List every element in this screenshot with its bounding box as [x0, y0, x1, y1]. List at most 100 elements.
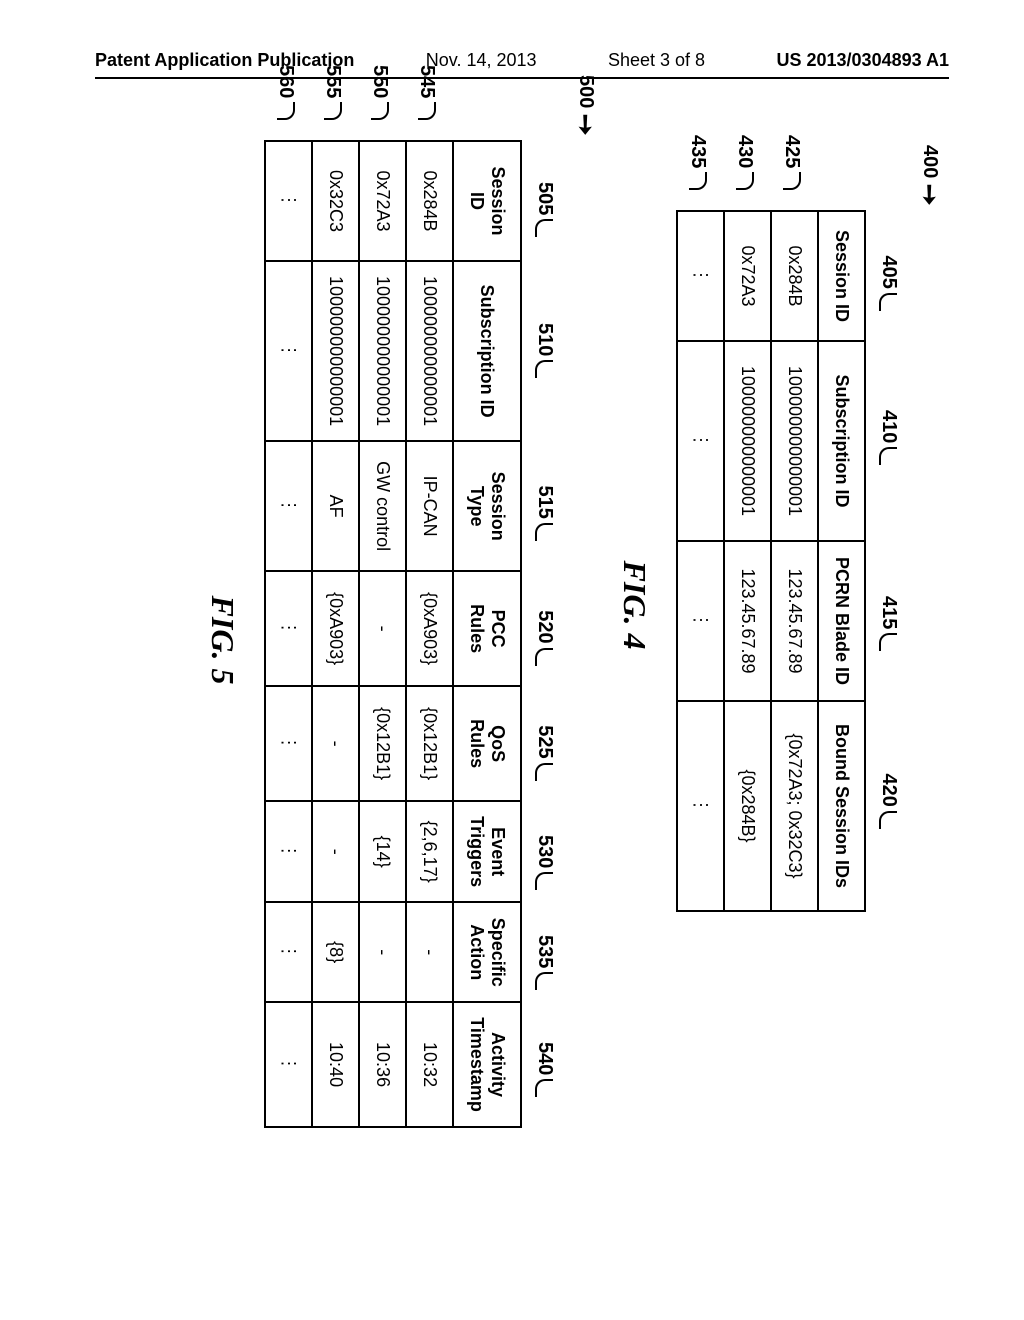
table-header: EventTriggers [453, 801, 521, 902]
leader-curve-icon [535, 872, 553, 890]
leader-curve-icon [736, 172, 754, 190]
page-header: Patent Application Publication Nov. 14, … [95, 50, 949, 79]
table-header: PCRN Blade ID [818, 541, 865, 701]
column-ref-number: 535 [533, 935, 556, 968]
table-row: 0x72A3100000000000001GW control-{0x12B1}… [359, 141, 406, 1127]
table-row: 0x32C3100000000000001AF{0xA903}--{8}10:4… [312, 141, 359, 1127]
row-ref-number: 545 [416, 65, 439, 98]
row-ref: 435 [687, 135, 710, 190]
leader-curve-icon [535, 763, 553, 781]
row-ref-number: 550 [369, 65, 392, 98]
column-ref: 520 [533, 610, 556, 665]
leader-curve-icon [535, 219, 553, 237]
figure-5-table: Session IDSubscription IDSession TypePCC… [264, 140, 522, 1128]
figure-5-table-block: 500 ➚ 505510515520525530535540 Session I… [264, 140, 556, 1128]
column-ref-number: 525 [533, 725, 556, 758]
table-cell: 10:40 [312, 1002, 359, 1127]
table-header: Session ID [453, 141, 521, 261]
table-cell: {2,6,17} [406, 801, 453, 902]
row-ref: 555 [322, 65, 345, 120]
table-cell: ⋮ [265, 801, 312, 902]
figure-5: 500 ➚ 505510515520525530535540 Session I… [204, 120, 556, 1220]
figure-4-caption-number: 4 [617, 633, 653, 649]
leader-curve-icon [879, 811, 897, 829]
table-row: ⋮⋮⋮⋮ [677, 211, 724, 911]
table-cell: 0x284B [406, 141, 453, 261]
row-ref-number: 560 [275, 65, 298, 98]
table-cell: IP-CAN [406, 441, 453, 571]
table-cell: 0x72A3 [359, 141, 406, 261]
table-header: SpecificAction [453, 902, 521, 1002]
leader-curve-icon [689, 172, 707, 190]
column-ref-number: 410 [877, 410, 900, 443]
row-ref-number: 435 [687, 135, 710, 168]
figure-4-caption: FIG. 4 [616, 210, 653, 1000]
table-header: Subscription ID [453, 261, 521, 441]
table-cell: ⋮ [265, 261, 312, 441]
column-ref: 405 [877, 256, 900, 311]
figure-4-origin-ref-number: 400 [918, 145, 941, 178]
column-ref-number: 540 [533, 1042, 556, 1075]
column-ref-number: 420 [877, 774, 900, 807]
table-cell: {0x284B} [724, 701, 771, 911]
column-ref-number: 520 [533, 610, 556, 643]
leader-curve-icon [535, 972, 553, 990]
leader-curve-icon [879, 447, 897, 465]
column-ref: 530 [533, 835, 556, 890]
table-cell: ⋮ [265, 141, 312, 261]
column-ref-number: 505 [533, 182, 556, 215]
figure-4-table-block: 400 ➚ 405410415420 Session IDSubscriptio… [676, 210, 900, 912]
leader-curve-icon [879, 293, 897, 311]
table-cell: ⋮ [265, 441, 312, 571]
table-header: PCC Rules [453, 571, 521, 686]
figure-5-column-refs: 505 510 515 520 525 530 535 540 [522, 140, 556, 1128]
table-cell: ⋮ [677, 211, 724, 341]
table-cell: ⋮ [677, 341, 724, 541]
table-header: Bound Session IDs [818, 701, 865, 911]
leader-curve-icon [879, 633, 897, 651]
figure-5-origin-ref: 500 ➚ [570, 75, 601, 136]
table-cell: {0x72A3; 0x32C3} [771, 701, 818, 911]
table-cell: {0xA903} [406, 571, 453, 686]
table-header: QoS Rules [453, 686, 521, 801]
column-ref-number: 510 [533, 323, 556, 356]
column-ref-number: 415 [877, 596, 900, 629]
table-cell: GW control [359, 441, 406, 571]
arrow-icon: ➚ [911, 177, 948, 214]
table-cell: {0x12B1} [406, 686, 453, 801]
document-number: US 2013/0304893 A1 [777, 50, 949, 71]
table-cell: ⋮ [265, 902, 312, 1002]
column-ref: 510 [533, 323, 556, 378]
table-cell: 100000000000001 [312, 261, 359, 441]
table-cell: - [359, 571, 406, 686]
column-ref-number: 530 [533, 835, 556, 868]
table-cell: - [312, 801, 359, 902]
leader-curve-icon [535, 523, 553, 541]
row-ref-number: 555 [322, 65, 345, 98]
figure-4-column-refs: 405 410 415 420 [866, 210, 900, 912]
column-ref: 525 [533, 725, 556, 780]
column-ref: 515 [533, 486, 556, 541]
sheet-number: Sheet 3 of 8 [608, 50, 705, 71]
table-cell: {14} [359, 801, 406, 902]
figure-5-caption-number: 5 [205, 668, 241, 684]
table-header: ActivityTimestamp [453, 1002, 521, 1127]
column-ref-number: 405 [877, 256, 900, 289]
column-ref: 410 [877, 410, 900, 465]
table-cell: ⋮ [265, 1002, 312, 1127]
publication-line: Patent Application Publication [95, 50, 354, 71]
table-cell: 100000000000001 [771, 341, 818, 541]
figure-5-origin-ref-number: 500 [574, 75, 597, 108]
table-row: 0x284B100000000000001123.45.67.89{0x72A3… [771, 211, 818, 911]
leader-curve-icon [535, 648, 553, 666]
column-ref: 415 [877, 596, 900, 651]
page: Patent Application Publication Nov. 14, … [0, 0, 1024, 1320]
figure-4: 400 ➚ 405410415420 Session IDSubscriptio… [616, 120, 900, 1220]
row-ref: 545 [416, 65, 439, 120]
table-cell: 100000000000001 [359, 261, 406, 441]
table-row: ⋮⋮⋮⋮⋮⋮⋮⋮ [265, 141, 312, 1127]
table-cell: ⋮ [265, 571, 312, 686]
table-cell: 0x32C3 [312, 141, 359, 261]
publication-date: Nov. 14, 2013 [426, 50, 537, 71]
table-cell: {0x12B1} [359, 686, 406, 801]
